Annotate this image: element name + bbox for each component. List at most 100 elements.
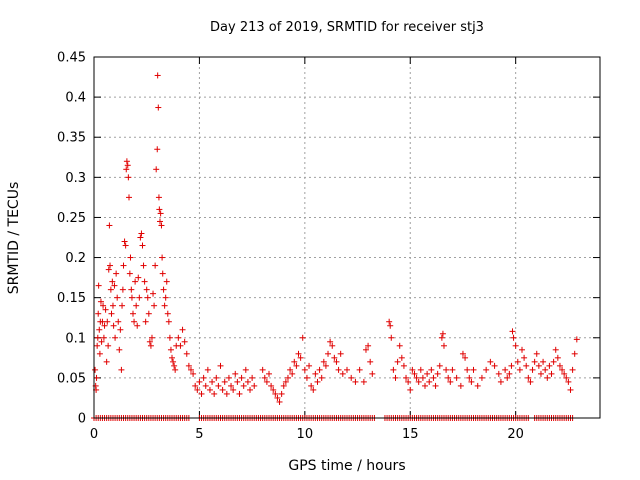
data-point bbox=[120, 262, 127, 269]
data-point bbox=[127, 254, 134, 261]
data-point bbox=[140, 262, 147, 269]
data-point bbox=[94, 342, 101, 349]
data-point bbox=[164, 310, 171, 317]
data-point bbox=[457, 382, 464, 389]
data-point bbox=[411, 370, 418, 377]
data-point bbox=[175, 334, 182, 341]
data-point bbox=[436, 362, 443, 369]
y-tick-label: 0.05 bbox=[57, 371, 86, 386]
data-point bbox=[415, 378, 422, 385]
data-point bbox=[103, 358, 110, 365]
data-point bbox=[144, 294, 151, 301]
axis-ticks: 0 0.05 0.1 0.15 0.2 0.25 0.3 0.35 0.4 0.45 0 5 10 15 2… bbox=[57, 51, 600, 442]
data-point bbox=[365, 342, 372, 349]
data-point bbox=[535, 362, 542, 369]
data-point bbox=[318, 374, 325, 381]
data-point bbox=[111, 282, 118, 289]
data-point bbox=[225, 374, 232, 381]
data-points bbox=[91, 72, 580, 421]
data-point bbox=[146, 338, 153, 345]
data-point bbox=[278, 390, 285, 397]
data-point bbox=[554, 354, 561, 361]
data-point bbox=[419, 374, 426, 381]
data-point bbox=[171, 362, 178, 369]
data-point bbox=[413, 374, 420, 381]
data-point bbox=[206, 386, 213, 393]
data-point bbox=[133, 302, 140, 309]
data-point bbox=[325, 350, 332, 357]
data-point bbox=[487, 358, 494, 365]
data-point bbox=[335, 366, 342, 373]
data-point bbox=[548, 370, 555, 377]
data-point bbox=[123, 166, 130, 173]
data-point bbox=[356, 366, 363, 373]
data-point bbox=[387, 322, 394, 329]
data-point bbox=[139, 242, 146, 249]
data-point bbox=[514, 358, 521, 365]
data-point bbox=[462, 354, 469, 361]
data-point bbox=[422, 382, 429, 389]
data-point bbox=[126, 270, 133, 277]
data-point bbox=[563, 374, 570, 381]
data-point bbox=[502, 366, 509, 373]
data-point bbox=[119, 286, 126, 293]
data-point bbox=[274, 394, 281, 401]
data-point bbox=[219, 386, 226, 393]
y-tick-label: 0.25 bbox=[57, 211, 86, 226]
data-point bbox=[521, 354, 528, 361]
y-tick-label: 0.45 bbox=[57, 51, 86, 66]
data-point bbox=[272, 390, 279, 397]
x-tick-label: 10 bbox=[297, 427, 314, 442]
x-tick-label: 15 bbox=[402, 427, 419, 442]
data-point bbox=[187, 366, 194, 373]
data-point bbox=[483, 366, 490, 373]
data-point bbox=[234, 378, 241, 385]
data-point bbox=[131, 318, 138, 325]
data-point bbox=[369, 370, 376, 377]
data-point bbox=[512, 342, 519, 349]
data-point bbox=[367, 358, 374, 365]
data-point bbox=[202, 382, 209, 389]
data-point bbox=[263, 378, 270, 385]
data-point bbox=[236, 390, 243, 397]
data-point bbox=[152, 262, 159, 269]
data-point bbox=[459, 350, 466, 357]
data-point bbox=[506, 370, 513, 377]
data-point bbox=[337, 350, 344, 357]
data-point bbox=[244, 378, 251, 385]
data-point bbox=[148, 334, 155, 341]
data-point bbox=[94, 334, 101, 341]
data-point bbox=[132, 278, 139, 285]
data-point bbox=[443, 366, 450, 373]
data-point bbox=[170, 358, 177, 365]
data-point bbox=[217, 362, 224, 369]
data-point bbox=[155, 104, 162, 111]
data-point bbox=[100, 334, 107, 341]
data-point bbox=[123, 158, 130, 165]
data-point bbox=[161, 302, 168, 309]
data-point bbox=[143, 286, 150, 293]
data-point bbox=[122, 242, 129, 249]
data-point bbox=[344, 366, 350, 373]
data-point bbox=[118, 366, 125, 373]
data-point bbox=[552, 346, 559, 353]
data-point bbox=[322, 362, 329, 369]
data-point bbox=[320, 358, 327, 365]
plot-frame bbox=[93, 56, 601, 419]
x-tick-label: 5 bbox=[195, 427, 203, 442]
data-point bbox=[276, 398, 283, 405]
data-point bbox=[509, 328, 516, 335]
chart-title: Day 213 of 2019, SRMTID for receiver stj… bbox=[210, 20, 484, 35]
data-point bbox=[329, 342, 336, 349]
data-point bbox=[156, 206, 163, 213]
data-point bbox=[251, 382, 258, 389]
data-point bbox=[561, 370, 568, 377]
data-point bbox=[360, 378, 367, 385]
data-point bbox=[280, 382, 287, 389]
data-point bbox=[135, 274, 142, 281]
data-point bbox=[525, 374, 532, 381]
grid-lines bbox=[94, 57, 600, 418]
data-point bbox=[392, 374, 399, 381]
data-point bbox=[299, 334, 306, 341]
data-point bbox=[92, 366, 99, 373]
